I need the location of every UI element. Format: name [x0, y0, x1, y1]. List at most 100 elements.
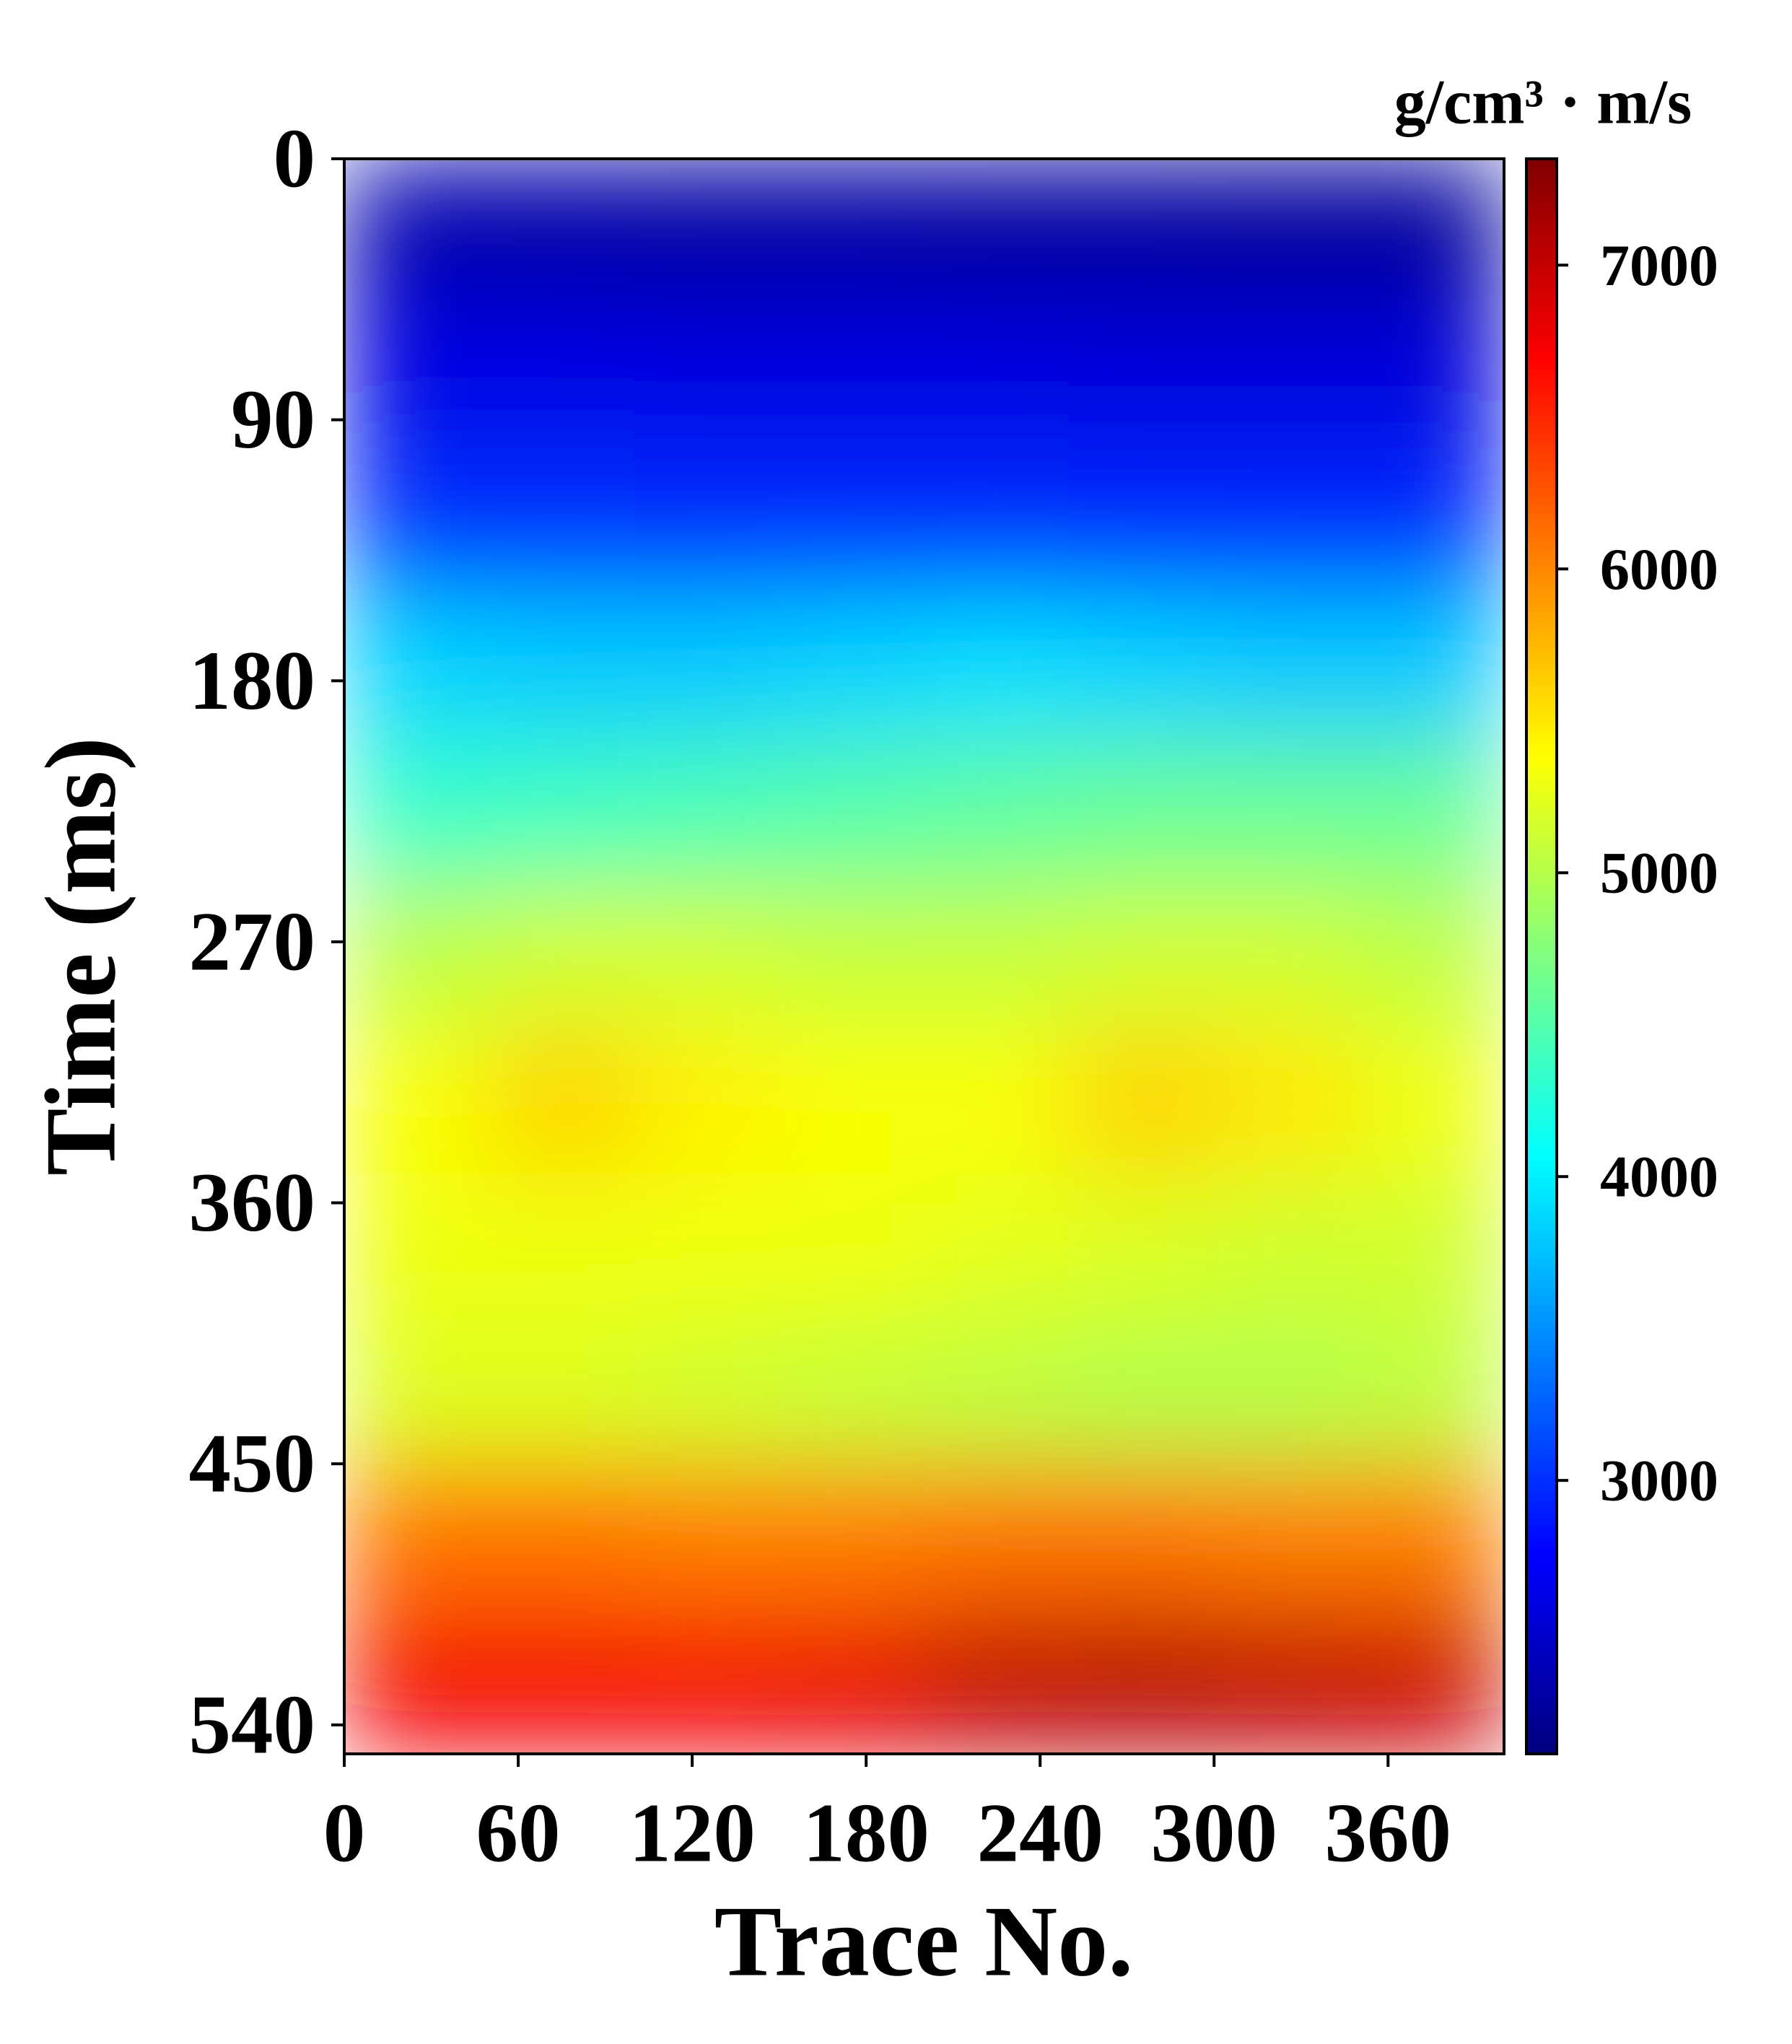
heatmap-cell	[779, 1318, 925, 1464]
heatmap-cell	[489, 1173, 635, 1319]
heatmap-cell	[779, 593, 925, 740]
heatmap-cell	[1358, 1173, 1504, 1319]
heatmap-cell	[1068, 303, 1215, 450]
x-tick-label: 300	[1151, 1787, 1278, 1880]
heatmap-cell	[1358, 1318, 1504, 1464]
heatmap-cell	[924, 738, 1070, 885]
heatmap-cell	[1358, 1028, 1504, 1174]
colorbar-tick-label: 6000	[1600, 536, 1718, 602]
heatmap-cell	[1068, 1028, 1215, 1174]
colorbar-tick-label: 3000	[1600, 1448, 1718, 1514]
heatmap-cell	[779, 159, 925, 305]
heatmap-cell	[489, 1608, 635, 1754]
heatmap-cell	[1213, 738, 1360, 885]
heatmap-cell	[1213, 1318, 1360, 1464]
heatmap-cell	[1358, 593, 1504, 740]
heatmap-cell	[1068, 1318, 1215, 1464]
colorbar-label: g/cm³ · m/s	[1394, 68, 1692, 138]
heatmap-cell	[634, 1608, 780, 1754]
y-tick-label: 180	[189, 634, 316, 728]
plot-frame	[343, 157, 1505, 1755]
x-axis-label: Trace No.	[714, 1886, 1134, 1998]
heatmap-cell	[1068, 1608, 1215, 1754]
heatmap-cell	[634, 738, 780, 885]
heatmap-cell	[779, 883, 925, 1029]
heatmap-cells	[344, 159, 1504, 1754]
y-axis-label: Time (ms)	[25, 737, 137, 1176]
heatmap-cell	[1358, 1608, 1504, 1754]
heatmap-cell	[344, 1608, 490, 1754]
heatmap-cell	[489, 1318, 635, 1464]
heatmap-cell	[779, 303, 925, 450]
x-tick-label: 0	[323, 1787, 366, 1880]
heatmap-cell	[489, 448, 635, 595]
heatmap-cell	[1068, 1173, 1215, 1319]
heatmap-cell	[489, 1028, 635, 1174]
heatmap-cell	[1358, 1463, 1504, 1610]
heatmap-cell	[924, 303, 1070, 450]
heatmap-cell	[344, 1318, 490, 1464]
heatmap-cell	[489, 593, 635, 740]
x-tick-label: 360	[1325, 1787, 1452, 1880]
heatmap-cell	[489, 883, 635, 1029]
heatmap-cell	[1213, 1028, 1360, 1174]
heatmap-cell	[924, 1463, 1070, 1610]
heatmap-cell	[344, 1173, 490, 1319]
heatmap-cell	[779, 448, 925, 595]
heatmap-cell	[924, 883, 1070, 1029]
colorbar-tick-label: 7000	[1600, 232, 1718, 298]
heatmap-cell	[779, 1028, 925, 1174]
heatmap-cell	[1213, 1608, 1360, 1754]
heatmap-cell	[344, 593, 490, 740]
heatmap-cell	[634, 883, 780, 1029]
x-tick-label: 120	[629, 1787, 756, 1880]
heatmap-cell	[634, 1028, 780, 1174]
heatmap-cell	[634, 1318, 780, 1464]
heatmap-cell	[1213, 1463, 1360, 1610]
y-tick-label: 540	[189, 1678, 316, 1771]
heatmap-cell	[1213, 883, 1360, 1029]
heatmap-cell	[1213, 1173, 1360, 1319]
heatmap-cell	[924, 159, 1070, 305]
heatmap-cell	[1358, 883, 1504, 1029]
heatmap-cell	[634, 159, 780, 305]
heatmap-cell	[634, 593, 780, 740]
heatmap-cell	[634, 1173, 780, 1319]
y-tick-label: 270	[189, 895, 316, 988]
heatmap-cell	[344, 738, 490, 885]
heatmap-cell	[924, 448, 1070, 595]
heatmap-cell	[489, 738, 635, 885]
heatmap-cell	[489, 159, 635, 305]
heatmap-cell	[1358, 448, 1504, 595]
heatmap-cell	[344, 303, 490, 450]
heatmap-cell	[1068, 448, 1215, 595]
heatmap-cell	[489, 1463, 635, 1610]
heatmap-cell	[634, 1463, 780, 1610]
colorbar-tick-label: 5000	[1600, 840, 1718, 906]
heatmap-cell	[779, 1173, 925, 1319]
heatmap-cell	[1068, 1463, 1215, 1610]
heatmap-cell	[1358, 303, 1504, 450]
heatmap-cell	[1068, 593, 1215, 740]
y-tick-label: 90	[231, 373, 315, 466]
x-tick-label: 60	[476, 1787, 561, 1880]
heatmap-cell	[1213, 448, 1360, 595]
heatmap-cell	[1358, 738, 1504, 885]
colorbar-tick-label: 4000	[1600, 1144, 1718, 1210]
heatmap-cell	[924, 593, 1070, 740]
heatmap-area	[344, 159, 1504, 1754]
heatmap-cell	[924, 1028, 1070, 1174]
heatmap-cell	[1213, 303, 1360, 450]
heatmap-cell	[1068, 883, 1215, 1029]
heatmap-cell	[344, 1463, 490, 1610]
heatmap-cell	[489, 303, 635, 450]
heatmap-cell	[779, 738, 925, 885]
heatmap-cell	[1213, 159, 1360, 305]
y-tick-label: 360	[189, 1156, 316, 1249]
x-tick-label: 180	[803, 1787, 930, 1880]
heatmap-cell	[1358, 159, 1504, 305]
y-tick-label: 0	[274, 113, 316, 206]
heatmap-cell	[634, 448, 780, 595]
x-tick-label: 240	[976, 1787, 1103, 1880]
